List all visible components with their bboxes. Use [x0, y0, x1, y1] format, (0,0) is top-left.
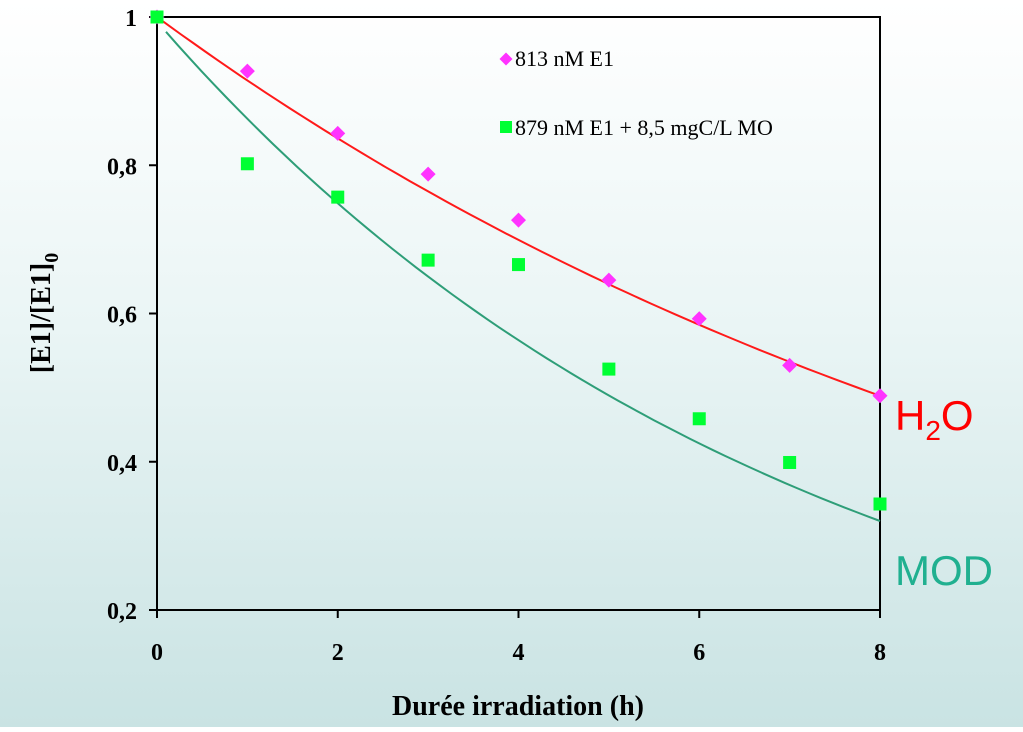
data-point-square	[692, 412, 706, 426]
h2o-label-h: H	[895, 392, 925, 439]
y-tick-label: 0,6	[107, 303, 137, 329]
legend-marker-diamond	[499, 52, 513, 66]
data-point-square	[512, 258, 525, 272]
legend-entry-1: 813 nM E1	[515, 46, 614, 71]
fit-curve-1	[156, 16, 881, 397]
x-tick-label: 0	[151, 640, 163, 666]
data-point-square	[150, 10, 164, 24]
y-tick-label: 0,8	[107, 154, 137, 180]
fit-curve-2	[165, 31, 881, 522]
data-point-diamond	[330, 125, 346, 141]
data-point-square	[602, 362, 616, 376]
data-point-square	[331, 190, 345, 204]
x-axis: 0 2 4 6 8	[151, 610, 886, 666]
data-point-diamond	[601, 272, 617, 288]
data-point-square	[783, 455, 797, 469]
y-axis-title: [E1]/[E1]0	[26, 253, 63, 373]
data-point-diamond	[782, 357, 798, 373]
data-point-square	[421, 253, 435, 267]
legend-marker-square	[500, 121, 512, 133]
data-point-diamond	[239, 63, 255, 79]
data-point-diamond	[420, 166, 436, 182]
data-point-square	[873, 497, 887, 511]
legend-entry-2: 879 nM E1 + 8,5 mgC/L MO	[515, 115, 773, 140]
data-points	[149, 9, 888, 511]
data-point-square	[240, 157, 254, 171]
y-axis: 0,2 0,4 0,6 0,8 1	[107, 6, 157, 625]
x-tick-label: 8	[874, 640, 886, 666]
x-tick-label: 2	[332, 640, 344, 666]
h2o-label-tail: O	[941, 392, 974, 439]
data-point-diamond	[691, 311, 707, 327]
h2o-label-sub: 2	[925, 415, 941, 446]
x-tick-label: 6	[693, 640, 705, 666]
y-axis-title-main: [E1]/[E1]	[26, 263, 57, 373]
fit-curves	[156, 16, 881, 522]
x-tick-label: 4	[513, 640, 525, 666]
legend: 813 nM E1 879 nM E1 + 8,5 mgC/L MO	[499, 46, 773, 140]
y-tick-label: 0,2	[107, 599, 137, 625]
x-axis-title: Durée irradiation (h)	[392, 691, 644, 722]
y-axis-title-sub: 0	[41, 253, 63, 263]
y-tick-label: 1	[125, 6, 137, 32]
svg-text:[E1]/[E1]0: [E1]/[E1]0	[26, 253, 63, 373]
y-tick-label: 0,4	[107, 451, 137, 477]
data-point-diamond	[872, 388, 888, 404]
plot-area	[156, 16, 881, 611]
h2o-label: H2O	[895, 392, 974, 446]
mod-label: MOD	[895, 547, 993, 594]
data-point-diamond	[511, 212, 526, 228]
